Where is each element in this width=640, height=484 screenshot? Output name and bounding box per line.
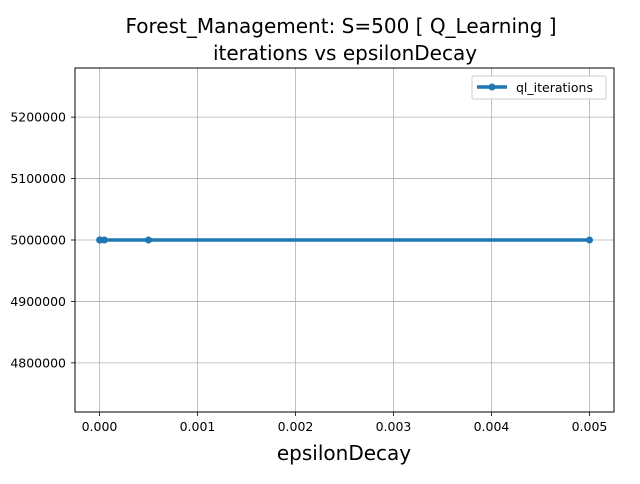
x-tick-label: 0.002 <box>278 419 314 434</box>
x-tick-label: 0.004 <box>474 419 510 434</box>
chart-subtitle: iterations vs epsilonDecay <box>213 41 477 65</box>
legend-label: ql_iterations <box>516 80 593 95</box>
data-point <box>145 236 152 244</box>
plot-series <box>96 236 593 244</box>
data-point <box>100 236 108 244</box>
x-tick-label: 0.001 <box>180 419 216 434</box>
x-tick-label: 0.005 <box>572 419 608 434</box>
x-tick-label: 0.000 <box>82 419 118 434</box>
y-tick-label: 5100000 <box>10 171 66 186</box>
y-tick-label: 5000000 <box>10 233 66 248</box>
legend-point-marker <box>488 83 496 91</box>
y-tick-label: 5200000 <box>10 110 66 125</box>
x-tick-label: 0.003 <box>376 419 412 434</box>
axis-ticks: 0.000 0.001 0.002 0.003 0.004 0.005 4800000 490… <box>10 110 607 434</box>
y-tick-label: 4900000 <box>10 294 66 309</box>
legend: ql_iterations <box>471 75 607 100</box>
y-tick-label: 4800000 <box>10 355 66 370</box>
legend-box <box>471 75 607 100</box>
data-point <box>586 236 593 244</box>
x-axis-label: epsilonDecay <box>277 441 411 465</box>
chart-title: Forest_Management: S=500 [ Q_Learning ] <box>125 14 556 38</box>
